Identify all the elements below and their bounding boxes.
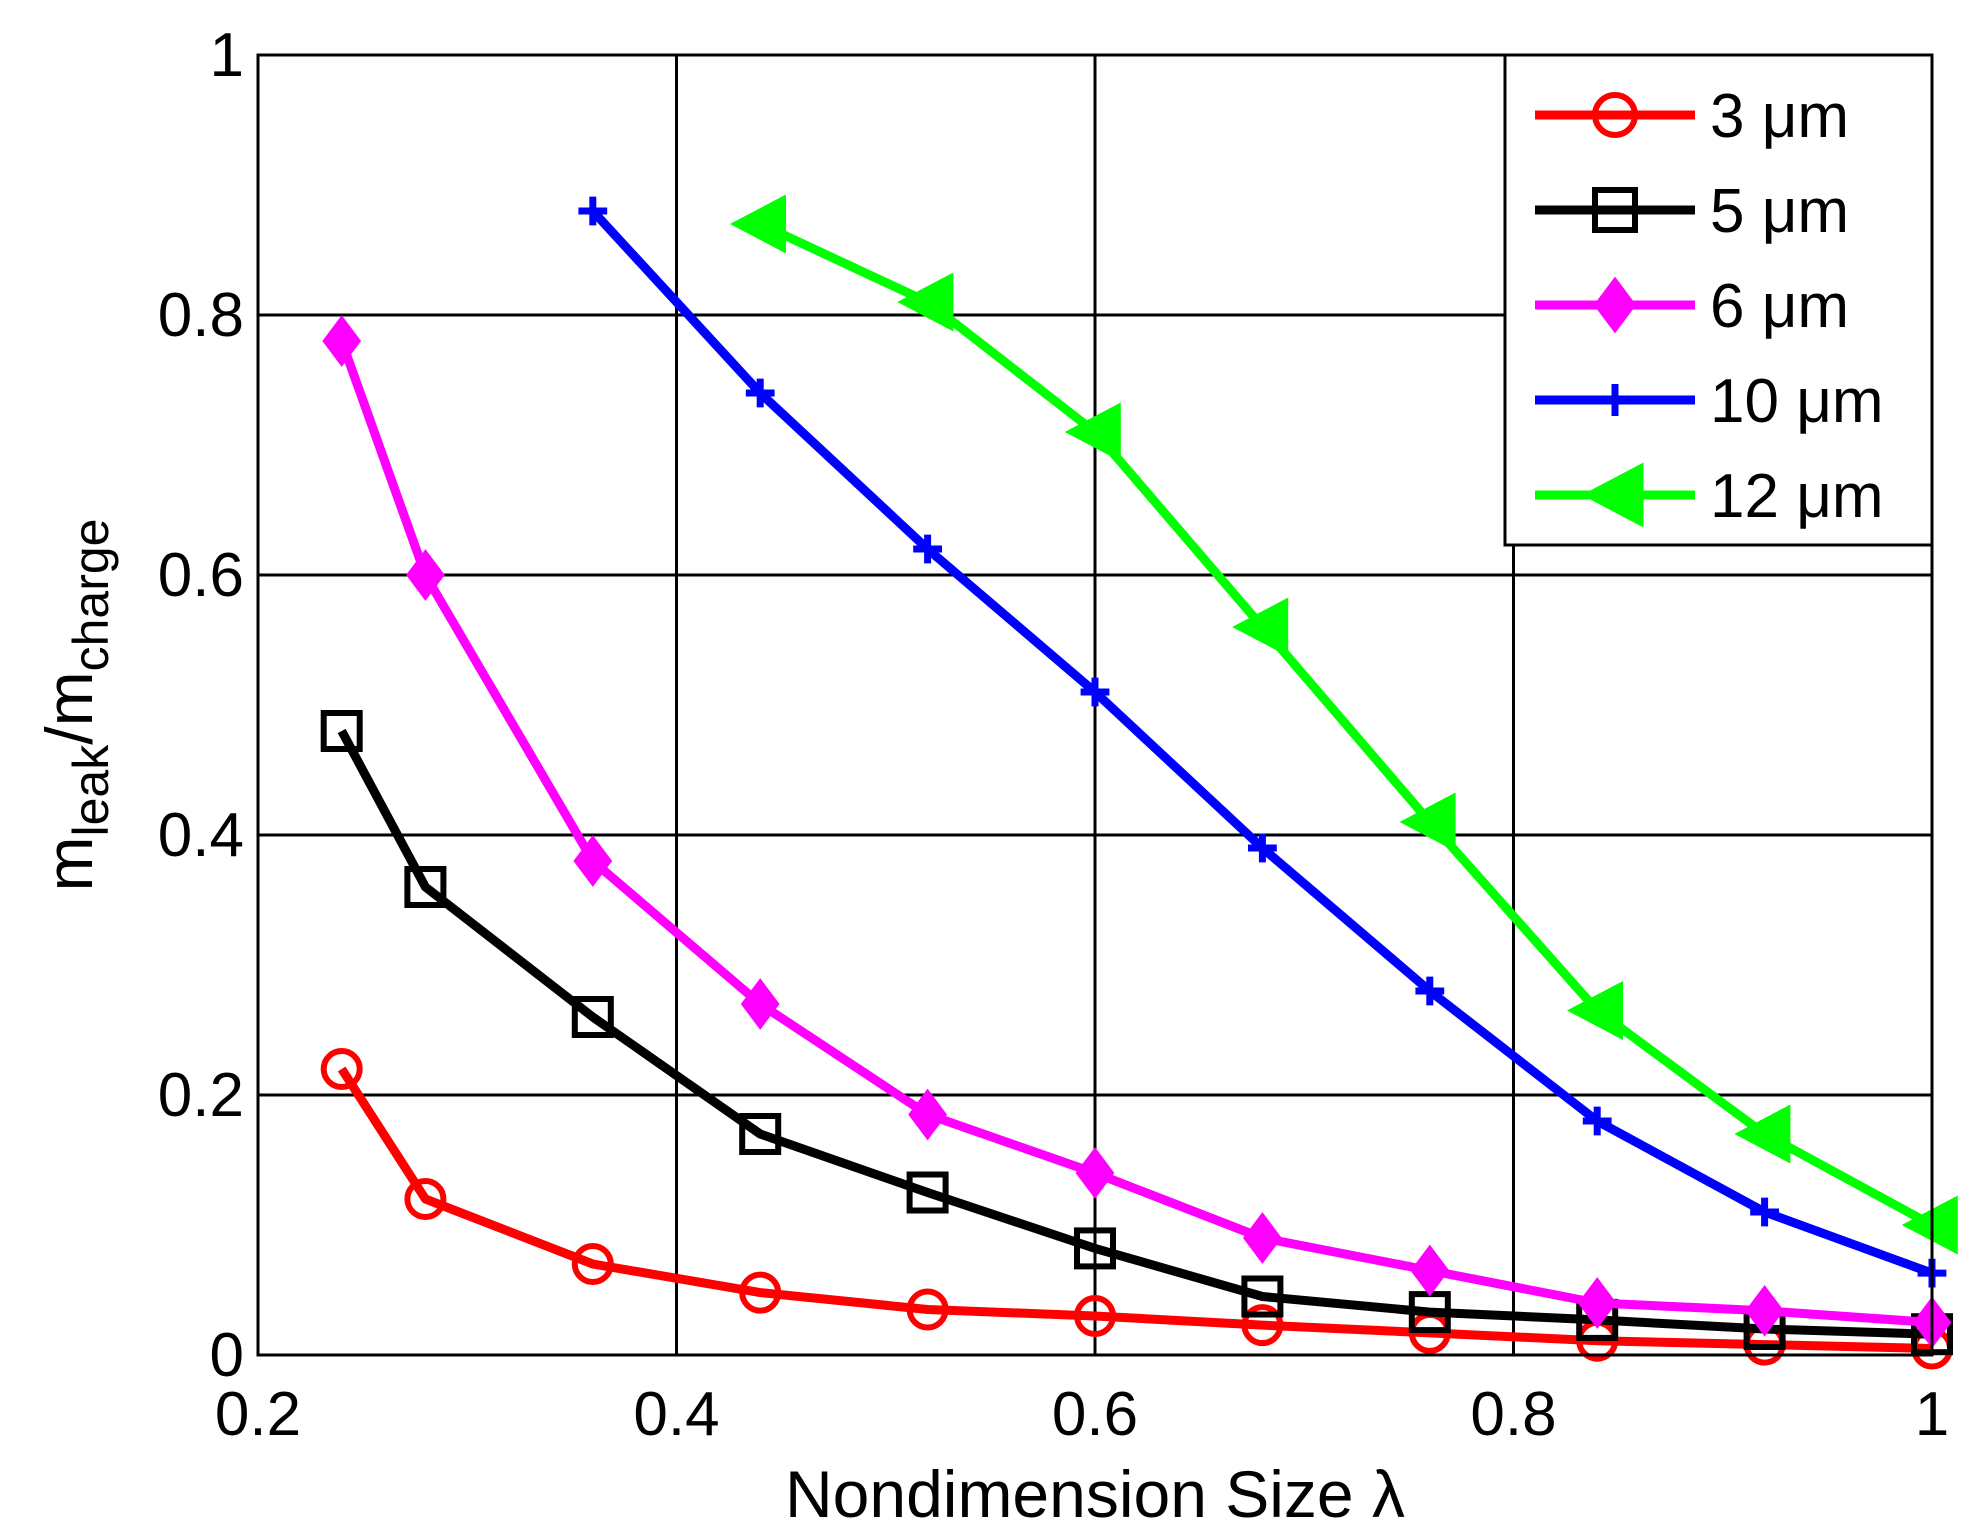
data-point xyxy=(1080,677,1110,707)
legend-marker xyxy=(1599,384,1631,416)
y-axis-label-sub-charge: charge xyxy=(63,519,119,672)
legend-marker xyxy=(1592,92,1638,138)
y-axis-label: mleak/mcharge xyxy=(32,519,119,892)
legend-label: 10 μm xyxy=(1710,367,1884,436)
y-axis-label-base: m xyxy=(32,836,106,891)
legend-label: 3 μm xyxy=(1710,82,1849,151)
legend-marker xyxy=(1581,462,1644,528)
data-point xyxy=(906,1171,949,1214)
data-point xyxy=(913,534,942,564)
x-tick-label: 0.2 xyxy=(215,1380,301,1449)
y-tick-label: 0.2 xyxy=(158,1061,244,1130)
data-point xyxy=(740,978,780,1030)
data-point xyxy=(404,866,447,908)
data-point xyxy=(897,272,954,332)
data-point xyxy=(1243,1212,1282,1264)
data-point xyxy=(1566,981,1623,1040)
legend-item: 3 μm xyxy=(1535,82,1849,151)
data-point xyxy=(1410,1244,1450,1297)
legend-item: 10 μm xyxy=(1535,367,1884,436)
data-point xyxy=(1241,1304,1284,1347)
legend-item: 12 μm xyxy=(1535,462,1884,531)
y-tick-label: 0.6 xyxy=(158,541,244,610)
legend-label: 5 μm xyxy=(1710,177,1849,246)
data-point xyxy=(320,1048,363,1090)
data-point xyxy=(1734,1104,1791,1164)
data-point xyxy=(571,1243,614,1285)
y-tick-label: 1 xyxy=(210,21,244,90)
y-axis-label-sub-leak: leak xyxy=(63,744,119,837)
data-point xyxy=(1577,1277,1617,1329)
legend: 3 μm 5 μm 6 μm 10 μm 12 μm xyxy=(1503,53,1934,547)
legend-label: 6 μm xyxy=(1710,272,1849,341)
legend-box xyxy=(1503,53,1934,547)
data-point xyxy=(1582,1106,1612,1136)
x-tick-label: 0.4 xyxy=(633,1380,719,1449)
legend-label: 12 μm xyxy=(1710,462,1884,531)
data-point xyxy=(571,996,614,1038)
series-3 xyxy=(578,196,1947,1288)
legend-item: 6 μm xyxy=(1535,272,1849,341)
data-point xyxy=(745,378,775,408)
series-2 xyxy=(322,315,1952,1349)
data-point xyxy=(908,1088,947,1141)
data-point xyxy=(1745,1284,1784,1337)
legend-item: 5 μm xyxy=(1535,177,1849,246)
x-tick-label: 0.6 xyxy=(1052,1380,1138,1449)
data-point xyxy=(729,194,786,254)
data-point xyxy=(739,1113,782,1155)
series-4 xyxy=(729,194,1958,1255)
data-point xyxy=(1248,833,1277,863)
data-point xyxy=(1075,1147,1115,1199)
data-point xyxy=(1750,1197,1779,1227)
data-point xyxy=(1415,976,1445,1006)
data-point xyxy=(906,1288,949,1331)
y-tick-label: 0.4 xyxy=(158,801,244,870)
legend-marker xyxy=(1592,187,1638,233)
x-tick-label: 1 xyxy=(1915,1380,1949,1449)
data-point xyxy=(1232,597,1289,657)
legend-marker xyxy=(1593,276,1637,334)
x-axis-label: Nondimension Size λ xyxy=(785,1457,1405,1531)
data-point xyxy=(573,835,613,887)
y-tick-label: 0 xyxy=(210,1321,244,1390)
y-axis-label-slash: /m xyxy=(32,671,106,744)
x-tick-label: 0.8 xyxy=(1470,1380,1556,1449)
data-point xyxy=(739,1271,782,1314)
series-line xyxy=(758,219,1935,1229)
y-tick-label: 0.8 xyxy=(158,281,244,350)
tick-labels: 0.2 0.4 0.6 0.8 100.20.40.60.81 xyxy=(158,21,1949,1449)
data-point xyxy=(578,196,608,226)
data-point xyxy=(404,1178,447,1220)
series-layer xyxy=(320,194,1958,1370)
plot-frame xyxy=(256,53,1934,1357)
data-point xyxy=(322,315,362,367)
series-line xyxy=(337,1066,1933,1353)
data-point xyxy=(1399,792,1456,852)
data-point xyxy=(320,710,363,752)
data-point xyxy=(1241,1275,1284,1318)
data-point xyxy=(1074,1295,1116,1337)
series-line xyxy=(337,728,1933,1339)
data-point xyxy=(1074,1227,1116,1270)
data-point xyxy=(1064,402,1121,462)
data-point xyxy=(406,549,445,601)
